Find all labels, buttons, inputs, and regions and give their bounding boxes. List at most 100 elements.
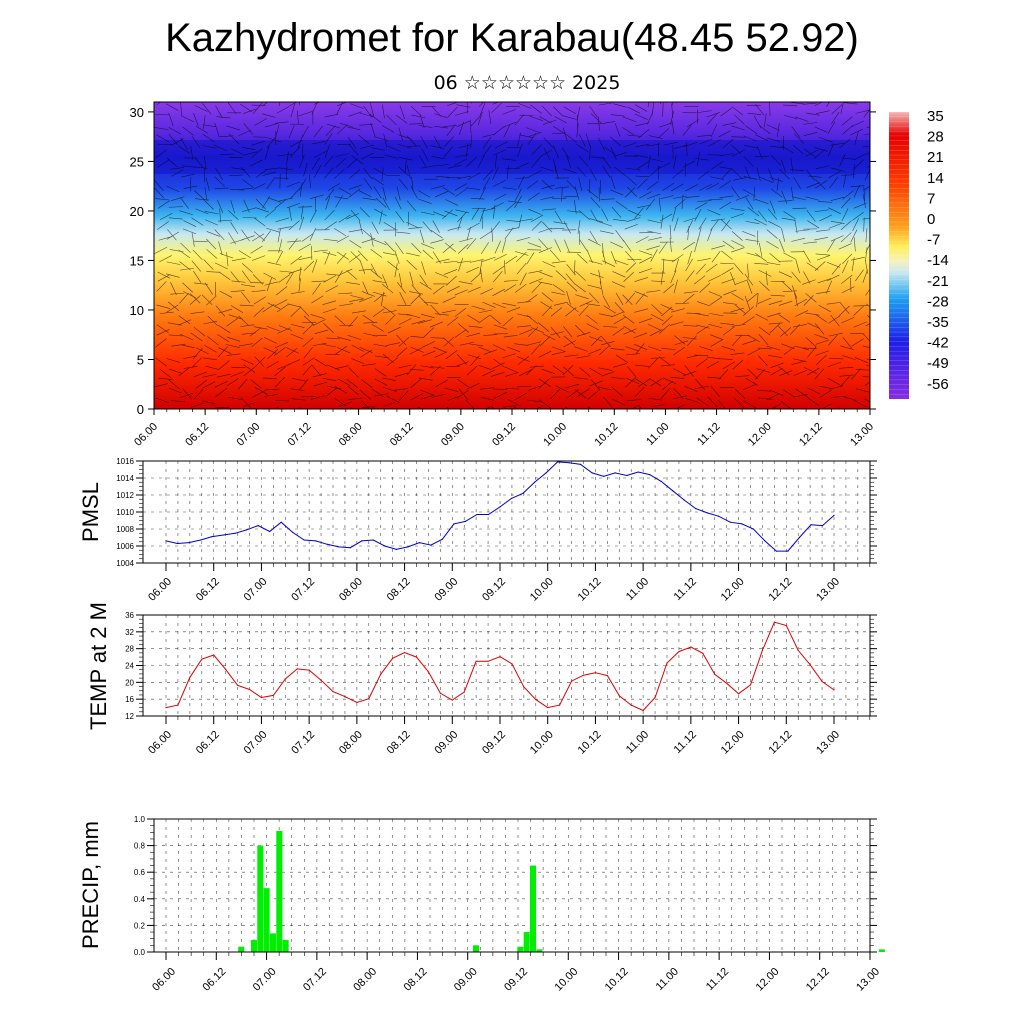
wind-barb [289, 188, 300, 200]
wind-barb [514, 188, 522, 202]
wind-barb [170, 169, 184, 177]
wind-barb [194, 156, 204, 169]
wind-barb [456, 104, 471, 108]
wind-barb [638, 128, 650, 139]
wind-barb [517, 385, 532, 388]
y-tick-label: 16 [125, 695, 134, 704]
wind-barb [170, 292, 185, 295]
wind-barb [528, 170, 542, 178]
wind-barb [697, 226, 702, 241]
wind-barb [346, 213, 360, 220]
wind-barb [659, 323, 671, 334]
temp-point [475, 660, 477, 662]
wind-barb [334, 365, 349, 370]
wind-barb [206, 271, 221, 273]
wind-barb [721, 278, 736, 284]
wind-barb [577, 388, 590, 397]
wind-barb [803, 122, 818, 125]
wind-barb [517, 356, 530, 366]
x-tick-label: 06.12 [200, 966, 228, 994]
wind-barb [242, 402, 256, 408]
wind-barb [381, 167, 384, 182]
heatmap-cold-band [154, 140, 870, 174]
temp-point [260, 696, 263, 699]
wind-barb [697, 152, 700, 167]
wind-barb [758, 397, 773, 400]
wind-barb [227, 102, 237, 115]
wind-barb [864, 398, 870, 403]
wind-barb [853, 164, 855, 179]
wind-barb [576, 166, 587, 178]
wind-barb [263, 272, 277, 280]
wind-barb [612, 327, 625, 336]
wind-barb [673, 195, 687, 199]
wind-barb [565, 406, 569, 409]
wind-barb [795, 229, 810, 232]
wind-barb [180, 137, 188, 151]
wind-barb [457, 260, 471, 264]
temp-point [654, 696, 656, 699]
wind-barb [240, 397, 251, 408]
wind-barb [814, 209, 829, 213]
wind-barb [346, 270, 358, 280]
wind-barb [550, 326, 561, 339]
wind-barb [743, 189, 756, 197]
pmsl-point [775, 550, 778, 552]
wind-barb [685, 270, 695, 282]
wind-barb [226, 336, 241, 342]
wind-barb [518, 103, 532, 109]
wind-barb [323, 238, 338, 242]
wind-barb [565, 383, 580, 389]
wind-barb [230, 239, 244, 244]
wind-barb [855, 369, 870, 371]
wind-barb [348, 184, 363, 190]
wind-barb [386, 114, 397, 126]
wind-barb [673, 217, 679, 232]
wind-barb [384, 241, 395, 252]
wind-barb [790, 102, 805, 105]
wind-barb [251, 255, 266, 261]
wind-barb [217, 346, 228, 358]
wind-barb [625, 377, 636, 388]
wind-barb [827, 239, 835, 252]
wind-barb [302, 337, 314, 348]
wind-barb [290, 255, 303, 265]
wind-barb [623, 142, 637, 148]
wind-barb [730, 213, 744, 219]
wind-barb [311, 365, 322, 377]
wind-barb [863, 333, 870, 342]
wind-barb [634, 154, 648, 158]
wind-barb [422, 249, 434, 260]
wind-barb [226, 317, 239, 327]
wind-barb [309, 209, 317, 223]
wind-barb [710, 339, 723, 347]
wind-barb [529, 115, 543, 121]
wind-barb [720, 262, 735, 265]
wind-barb [625, 353, 640, 356]
wind-barb [626, 175, 638, 186]
wind-barb [719, 201, 732, 210]
wind-barb [264, 123, 279, 128]
wind-barb [241, 229, 250, 242]
wind-barb [538, 227, 552, 233]
wind-barb [615, 230, 625, 242]
y-tick-label: 30 [130, 105, 144, 120]
wind-barb [722, 240, 735, 249]
wind-barb [814, 149, 825, 159]
wind-barb [312, 319, 326, 326]
wind-barb [348, 253, 361, 263]
wind-barb [682, 337, 697, 340]
wind-barb [466, 365, 478, 376]
wind-barb [312, 373, 327, 378]
wind-barb [334, 228, 347, 237]
wind-barb [350, 103, 364, 109]
pmsl-point [222, 534, 225, 536]
wind-barb [743, 383, 757, 391]
wind-barb [663, 377, 677, 384]
wind-barb [686, 142, 688, 157]
wind-barb [336, 124, 348, 135]
wind-barb [302, 357, 315, 366]
wind-barb [814, 323, 825, 335]
wind-barb [382, 104, 385, 119]
